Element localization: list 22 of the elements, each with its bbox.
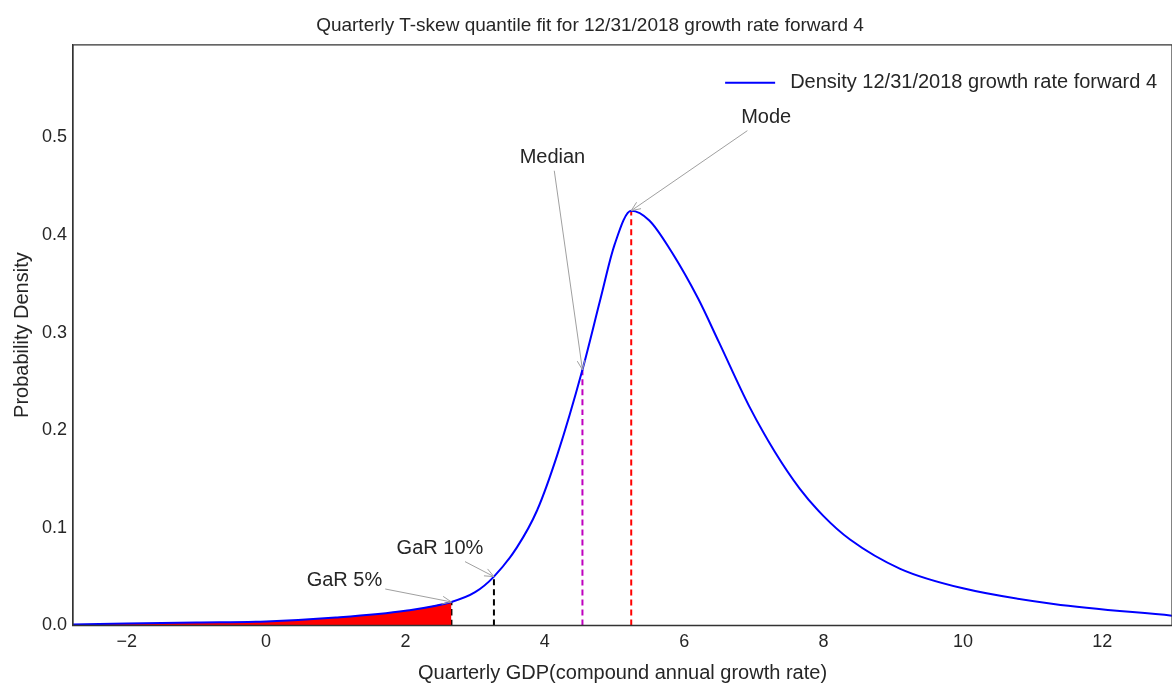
- legend-label: Density 12/31/2018 growth rate forward 4: [790, 70, 1157, 93]
- y-tick-label: 0.1: [41, 516, 68, 537]
- x-tick-label: 2: [400, 631, 411, 652]
- y-tick-label: 0.3: [41, 321, 68, 342]
- x-tick-label: 6: [679, 631, 690, 652]
- chart-title: Quarterly T-skew quantile fit for 12/31/2018 growth rate forward 4: [316, 13, 865, 35]
- y-tick-label: 0.5: [41, 126, 68, 147]
- y-tick-label: 0.4: [41, 224, 68, 245]
- x-tick-label: −2: [116, 631, 137, 652]
- y-tick-label: 0.2: [41, 419, 68, 440]
- y-tick-label: 0.0: [41, 614, 68, 635]
- x-tick-label: 0: [261, 631, 272, 652]
- y-axis-title: Probability Density: [9, 252, 32, 418]
- annotation: Mode: [741, 105, 792, 128]
- x-tick-label: 10: [952, 631, 973, 652]
- x-tick-label: 4: [539, 631, 550, 652]
- annotation: GaR 5%: [306, 568, 383, 591]
- annotation: GaR 10%: [396, 536, 484, 559]
- annotation: Median: [519, 145, 586, 168]
- x-tick-label: 12: [1092, 631, 1113, 652]
- x-axis-title: Quarterly GDP(compound annual growth rate): [417, 660, 828, 683]
- x-tick-label: 8: [818, 631, 829, 652]
